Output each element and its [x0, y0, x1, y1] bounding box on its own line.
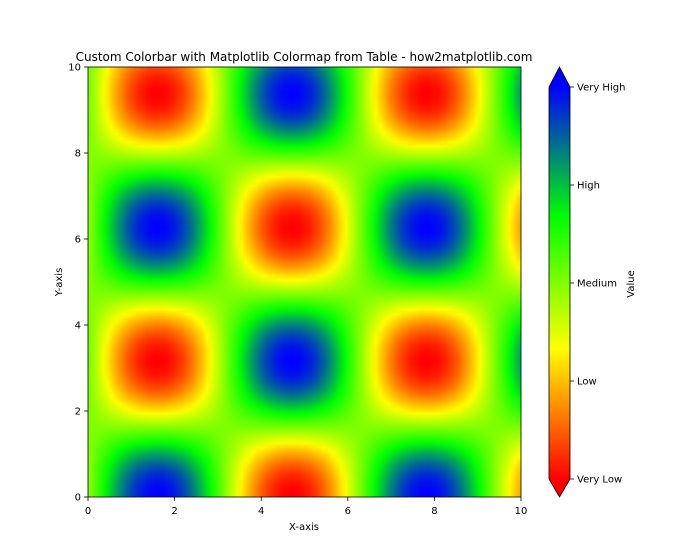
y-tick-label-5: 10 — [68, 63, 81, 74]
x-tick-label-3: 6 — [345, 506, 351, 517]
y-axis-label: Y-axis — [54, 268, 65, 298]
colorbar-tick-label-0: Very Low — [577, 475, 622, 486]
y-tick-label-4: 8 — [75, 149, 81, 160]
chart-title: Custom Colorbar with Matplotlib Colormap… — [76, 50, 533, 64]
x-tick-label-0: 0 — [85, 506, 91, 517]
colorbar-gradient — [549, 87, 570, 479]
colorbar-ticks: Very Low Low Medium High Very High — [570, 83, 625, 486]
colorbar-label: Value — [626, 270, 637, 297]
y-tick-label-3: 6 — [75, 235, 81, 246]
x-tick-label-5: 10 — [515, 506, 528, 517]
x-tick-label-4: 8 — [431, 506, 437, 517]
colorbar: Very Low Low Medium High Very High Value — [548, 66, 637, 498]
y-tick-label-1: 2 — [75, 407, 81, 418]
plot-frame — [87, 66, 522, 498]
x-tick-label-1: 2 — [171, 506, 177, 517]
y-axis-ticks: 0 2 4 6 8 10 — [68, 63, 88, 504]
colorbar-tick-label-2: Medium — [577, 279, 617, 290]
x-axis-label: X-axis — [289, 522, 319, 533]
heatmap-plot-area — [87, 66, 522, 498]
colorbar-extend-top — [549, 67, 570, 87]
y-tick-label-0: 0 — [75, 493, 81, 504]
colorbar-tick-label-1: Low — [577, 377, 597, 388]
x-axis-ticks: 0 2 4 6 8 10 — [85, 497, 528, 517]
heatmap-image — [88, 67, 521, 497]
colorbar-tick-label-3: High — [577, 181, 600, 192]
colorbar-tick-label-4: Very High — [577, 83, 625, 94]
x-tick-label-2: 4 — [258, 506, 264, 517]
colorbar-extend-bottom — [549, 479, 570, 497]
y-tick-label-2: 4 — [75, 321, 81, 332]
